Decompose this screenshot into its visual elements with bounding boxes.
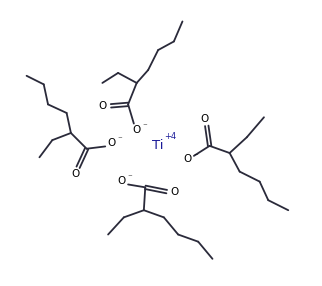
Text: O: O — [108, 138, 116, 148]
Text: O: O — [200, 114, 209, 124]
Text: O: O — [71, 169, 79, 178]
Text: O: O — [99, 101, 107, 111]
Text: O: O — [184, 154, 192, 164]
Text: ⁻: ⁻ — [128, 174, 132, 183]
Text: +4: +4 — [165, 132, 176, 141]
Text: ⁻: ⁻ — [193, 152, 198, 161]
Text: Ti: Ti — [152, 139, 164, 152]
Text: ⁻: ⁻ — [117, 136, 122, 145]
Text: ⁻: ⁻ — [142, 122, 147, 132]
Text: O: O — [133, 125, 141, 135]
Text: O: O — [118, 176, 126, 186]
Text: O: O — [171, 187, 179, 196]
